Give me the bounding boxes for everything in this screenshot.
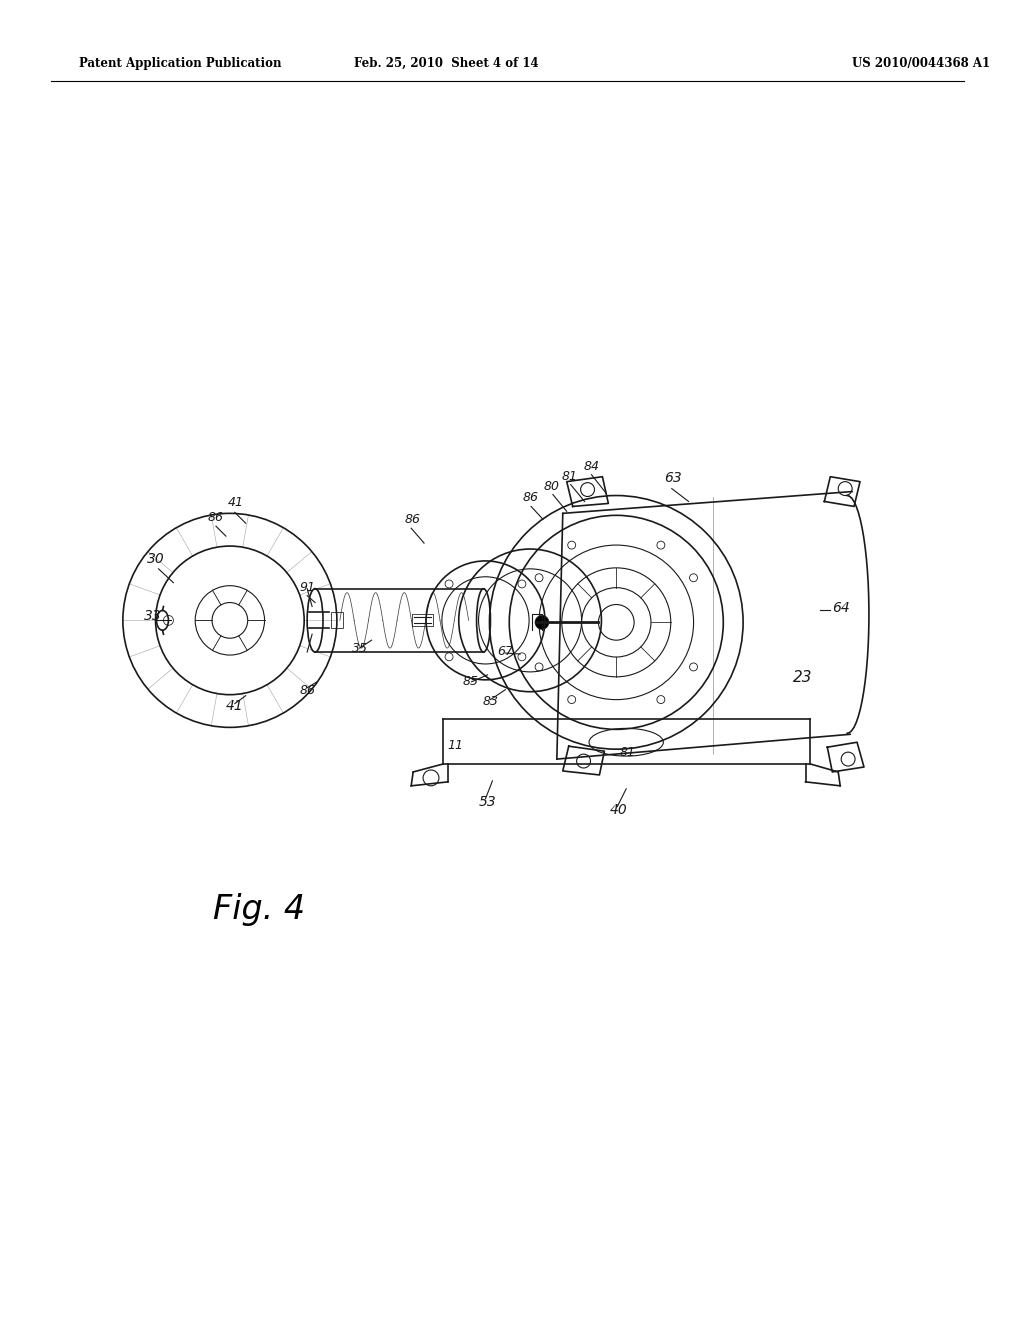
Text: 81: 81: [562, 470, 578, 483]
Text: 84: 84: [584, 459, 600, 473]
Text: 83: 83: [482, 694, 499, 708]
Text: 85: 85: [463, 675, 478, 688]
Text: 40: 40: [609, 803, 627, 817]
Text: 81: 81: [620, 746, 635, 759]
Text: Patent Application Publication: Patent Application Publication: [79, 57, 282, 70]
Text: 11: 11: [447, 739, 464, 752]
Bar: [331, 612, 343, 628]
Text: 86: 86: [208, 511, 224, 524]
Text: US 2010/0044368 A1: US 2010/0044368 A1: [852, 57, 990, 70]
Circle shape: [535, 615, 549, 630]
Text: 86: 86: [404, 513, 420, 527]
Text: Fig. 4: Fig. 4: [213, 894, 305, 927]
Text: 86: 86: [299, 684, 315, 697]
Text: 64: 64: [833, 602, 850, 615]
Text: 86: 86: [522, 491, 539, 504]
Text: 53: 53: [478, 795, 497, 809]
Text: 23: 23: [793, 669, 812, 685]
Text: 33: 33: [143, 610, 162, 623]
Text: 91: 91: [299, 581, 315, 594]
Text: 30: 30: [146, 552, 165, 566]
Text: 41: 41: [226, 698, 244, 713]
Text: 80: 80: [544, 479, 560, 492]
Text: 35: 35: [351, 642, 368, 655]
Text: 41: 41: [228, 496, 244, 510]
Text: 67: 67: [498, 645, 513, 659]
Text: 63: 63: [664, 471, 682, 484]
Text: Feb. 25, 2010  Sheet 4 of 14: Feb. 25, 2010 Sheet 4 of 14: [354, 57, 539, 70]
